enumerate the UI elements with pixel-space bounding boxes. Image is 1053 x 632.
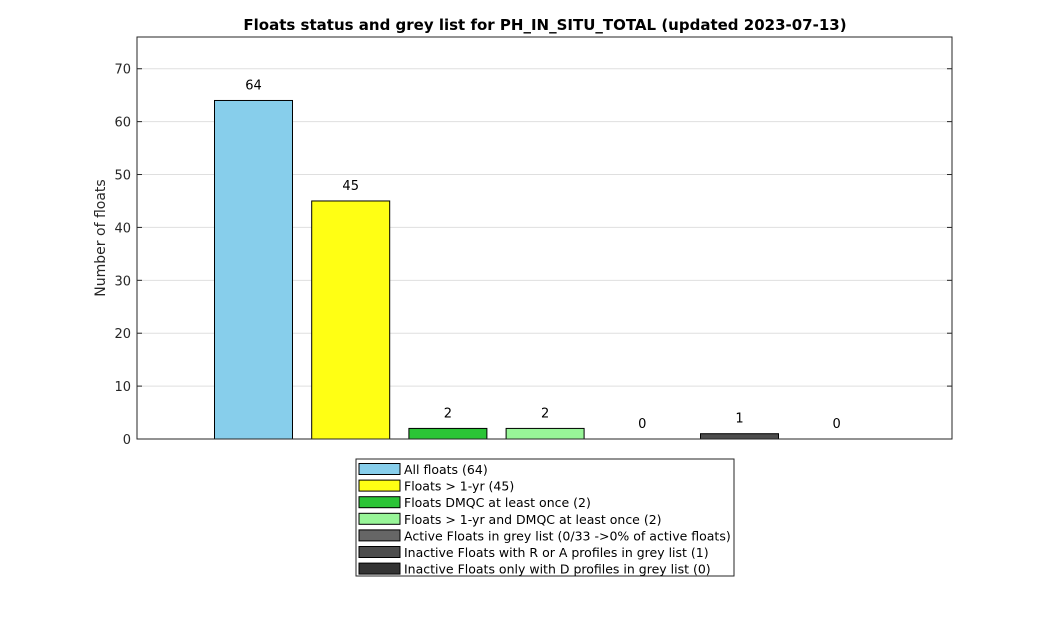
legend-entry: Floats > 1-yr (45)	[404, 479, 514, 494]
bar-value-label: 1	[735, 412, 743, 427]
legend-entry: Floats > 1-yr and DMQC at least once (2)	[404, 512, 662, 527]
legend-swatch	[358, 479, 401, 492]
legend-entry: All floats (64)	[404, 462, 488, 477]
bar-value-label: 0	[638, 417, 646, 432]
bar	[311, 200, 391, 440]
bar-value-label: 2	[444, 406, 452, 421]
plot-frame	[136, 36, 953, 440]
legend-swatch	[358, 463, 401, 475]
bars	[214, 99, 779, 440]
bar	[505, 427, 585, 440]
bar-value-label: 2	[541, 406, 549, 421]
bar-value-label: 64	[245, 78, 262, 93]
legend-entry: Inactive Floats with R or A profiles in …	[404, 545, 709, 560]
bar	[408, 427, 488, 440]
bar	[700, 433, 779, 440]
data-labels: 64 45 2 2 0 1 0	[245, 78, 841, 432]
y-tick-label: 30	[114, 274, 131, 289]
legend: All floats (64)Floats > 1-yr (45)Floats …	[355, 458, 735, 577]
y-tick-label: 50	[114, 169, 131, 184]
legend-entry: Inactive Floats only with D profiles in …	[404, 562, 711, 577]
legend-swatch	[358, 562, 401, 575]
y-tick-label: 40	[114, 221, 131, 236]
y-tick-label: 60	[114, 116, 131, 131]
legend-swatch	[358, 512, 401, 525]
legend-swatch	[358, 529, 401, 542]
legend-entry: Floats DMQC at least once (2)	[404, 495, 591, 510]
y-tick-label: 20	[114, 327, 131, 342]
chart-title: Floats status and grey list for PH_IN_SI…	[243, 16, 846, 34]
bar-value-label: 0	[833, 417, 841, 432]
legend-entry: Active Floats in grey list (0/33 ->0% of…	[404, 528, 731, 543]
y-tick-label: 70	[114, 63, 131, 78]
legend-swatch	[358, 546, 401, 558]
y-axis-label: Number of floats	[93, 179, 109, 296]
y-tick-label: 10	[114, 380, 131, 395]
legend-swatch	[358, 496, 401, 509]
bar-value-label: 45	[342, 179, 359, 194]
y-tick-label: 0	[123, 433, 131, 448]
bar	[214, 99, 293, 440]
legend-box	[355, 458, 735, 577]
